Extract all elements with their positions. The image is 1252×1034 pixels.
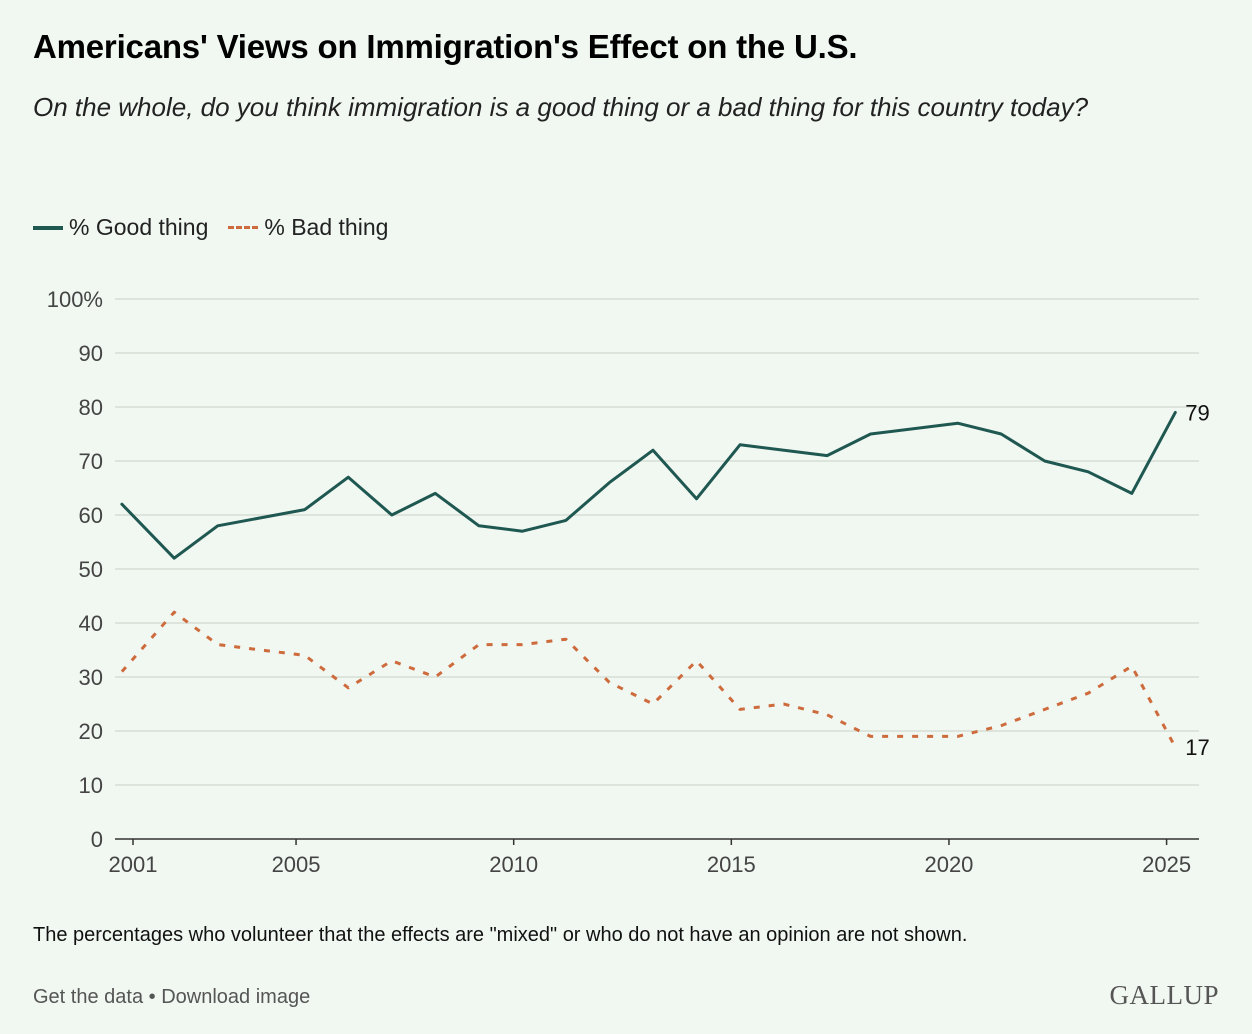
y-tick-label: 60 <box>79 503 103 528</box>
y-tick-label: 80 <box>79 395 103 420</box>
legend-swatch-good <box>33 225 63 230</box>
footer-separator: • <box>148 986 156 1008</box>
series-line-bad <box>120 610 1177 748</box>
end-label-good: 79 <box>1185 400 1209 425</box>
download-image-link[interactable]: Download image <box>161 986 311 1008</box>
x-tick-label: 2015 <box>707 852 756 877</box>
y-tick-label: 100% <box>47 287 103 312</box>
footer-links: Get the data • Download image <box>33 986 310 1009</box>
chart-title: Americans' Views on Immigration's Effect… <box>33 28 858 65</box>
footnote: The percentages who volunteer that the e… <box>33 924 968 946</box>
series-line-good <box>120 410 1177 560</box>
y-tick-label: 50 <box>79 557 103 582</box>
legend-item-bad: % Bad thing <box>228 214 388 241</box>
y-tick-label: 70 <box>79 449 103 474</box>
chart-subtitle: On the whole, do you think immigration i… <box>33 92 1089 122</box>
y-tick-label: 10 <box>79 773 103 798</box>
y-tick-label: 40 <box>79 611 103 636</box>
x-tick-label: 2025 <box>1142 852 1191 877</box>
y-tick-label: 20 <box>79 719 103 744</box>
x-tick-label: 2020 <box>924 852 973 877</box>
legend-label-good: % Good thing <box>69 214 209 240</box>
legend-item-good: % Good thing <box>33 214 208 241</box>
y-tick-label: 30 <box>79 665 103 690</box>
y-tick-label: 90 <box>79 341 103 366</box>
y-tick-label: 0 <box>91 827 103 852</box>
legend-swatch-bad <box>228 226 259 229</box>
end-label-bad: 17 <box>1185 735 1209 760</box>
legend: % Good thing % Bad thing <box>33 214 408 241</box>
get-data-link[interactable]: Get the data <box>33 986 144 1008</box>
x-tick-label: 2001 <box>109 852 158 877</box>
gallup-logo: GALLUP <box>1109 980 1219 1010</box>
x-tick-label: 2005 <box>272 852 321 877</box>
x-tick-label: 2010 <box>489 852 538 877</box>
legend-label-bad: % Bad thing <box>264 214 389 240</box>
